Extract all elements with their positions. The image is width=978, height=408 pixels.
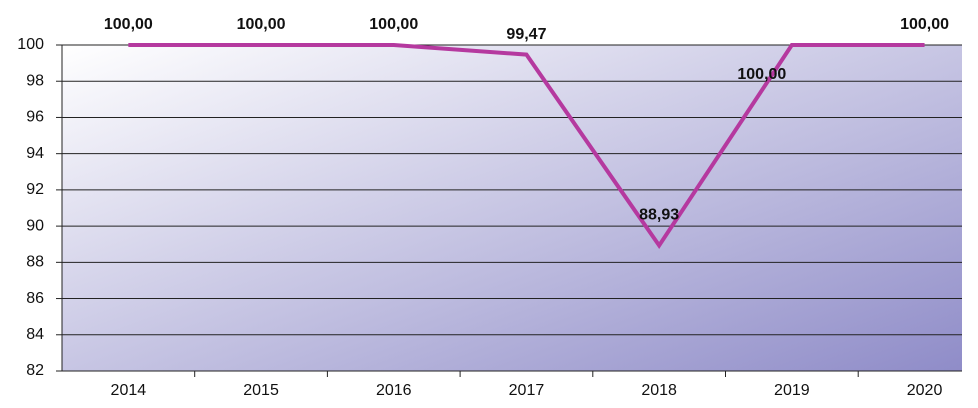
value-label: 88,93: [639, 207, 679, 224]
value-label: 99,47: [506, 26, 546, 43]
value-label: 100,00: [104, 16, 153, 33]
x-tick-label: 2014: [111, 382, 147, 399]
value-label: 100,00: [237, 16, 286, 33]
value-label: 100,00: [737, 66, 786, 83]
x-tick-label: 2018: [641, 382, 677, 399]
y-tick-label: 92: [26, 181, 44, 198]
y-tick-label: 88: [26, 254, 44, 271]
y-tick-label: 98: [26, 72, 44, 89]
line: [128, 43, 925, 250]
y-tick-label: 82: [26, 362, 44, 379]
y-tick-label: 86: [26, 290, 44, 307]
y-tick-label: 84: [26, 326, 44, 343]
x-tick-label: 2020: [907, 382, 943, 399]
y-tick-label: 96: [26, 109, 44, 126]
plot-area: [62, 45, 962, 371]
value-label: 100,00: [900, 16, 949, 33]
y-tick-label: 100: [17, 36, 44, 53]
x-tick-label: 2019: [774, 382, 810, 399]
y-tick-label: 90: [26, 217, 44, 234]
x-tick-label: 2017: [509, 382, 545, 399]
value-label: 100,00: [369, 16, 418, 33]
x-tick-label: 2016: [376, 382, 412, 399]
x-tick-label: 2015: [243, 382, 279, 399]
y-tick-label: 94: [26, 145, 44, 162]
